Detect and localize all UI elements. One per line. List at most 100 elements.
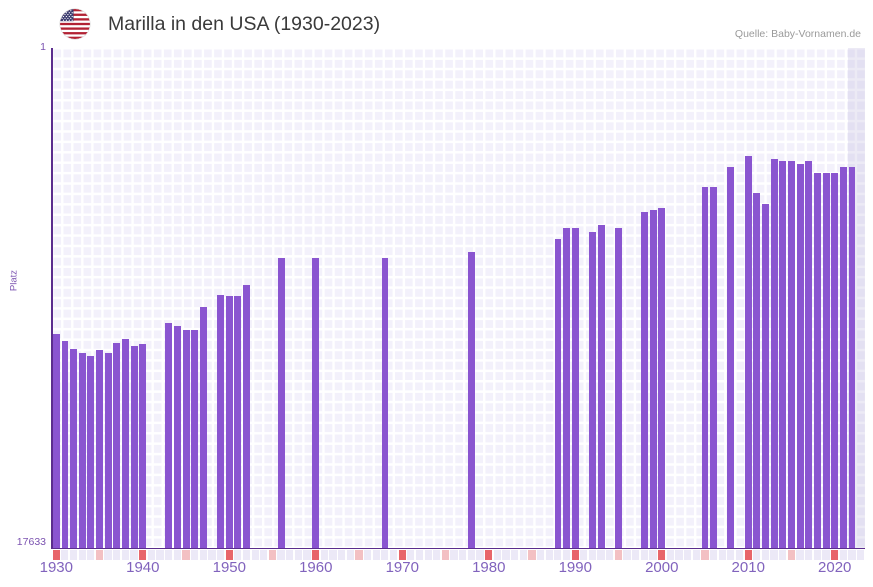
year-marker-1947: [199, 549, 207, 560]
bar-2018[interactable]: [813, 172, 821, 548]
year-marker-1991: [580, 549, 588, 560]
bar-1945[interactable]: [182, 330, 190, 548]
bar-1956[interactable]: [277, 257, 285, 548]
bar-2011[interactable]: [753, 192, 761, 548]
bar-1968[interactable]: [381, 257, 389, 548]
year-marker-2015: [787, 549, 795, 560]
year-marker-1937: [113, 549, 121, 560]
bar-2000[interactable]: [658, 208, 666, 548]
page-title: Marilla in den USA (1930-2023): [108, 13, 381, 35]
year-marker-1952: [242, 549, 251, 560]
bar-1960[interactable]: [312, 257, 320, 548]
bar-1999[interactable]: [649, 209, 657, 548]
year-marker-1958: [294, 549, 302, 560]
y-axis-top-tick-label: 1: [40, 41, 46, 53]
x-axis-line: [52, 547, 865, 550]
year-marker-1990: [571, 549, 579, 560]
year-marker-2020: [831, 549, 839, 560]
bar-1988[interactable]: [554, 239, 562, 548]
year-marker-1965: [355, 549, 363, 560]
year-marker-2014: [779, 549, 787, 560]
year-marker-2006: [709, 549, 718, 560]
year-marker-1974: [433, 549, 441, 560]
bar-2008[interactable]: [727, 167, 735, 548]
year-marker-1998: [640, 549, 648, 560]
year-marker-1936: [104, 549, 112, 560]
bar-2013[interactable]: [770, 158, 778, 548]
bar-1998[interactable]: [640, 212, 648, 548]
bar-2015[interactable]: [788, 161, 795, 548]
bar-1940[interactable]: [139, 344, 147, 548]
year-marker-1977: [459, 549, 467, 560]
chart-plot-area: [52, 48, 865, 548]
bar-1943[interactable]: [165, 323, 173, 548]
bar-1937[interactable]: [113, 342, 121, 548]
bar-1935[interactable]: [96, 349, 104, 548]
bar-2014[interactable]: [779, 161, 787, 548]
bar-1936[interactable]: [104, 352, 112, 548]
bar-2012[interactable]: [762, 203, 769, 548]
bar-2005[interactable]: [701, 186, 709, 548]
bar-1951[interactable]: [234, 296, 242, 548]
year-marker-2012: [761, 549, 770, 560]
year-marker-2007: [718, 549, 726, 560]
bar-1933[interactable]: [78, 352, 86, 548]
year-marker-1951: [234, 549, 242, 560]
bar-1978[interactable]: [468, 252, 475, 548]
year-marker-2005: [701, 549, 709, 560]
year-marker-1956: [277, 549, 285, 560]
year-marker-2022: [848, 549, 856, 560]
x-tick-label-2020: 2020: [818, 559, 852, 576]
bar-1944[interactable]: [173, 325, 181, 548]
bar-1995[interactable]: [615, 228, 622, 548]
bar-2016[interactable]: [796, 164, 804, 548]
bar-1946[interactable]: [191, 330, 199, 548]
bar-1934[interactable]: [87, 355, 95, 548]
bar-1947[interactable]: [199, 307, 207, 548]
bar-2010[interactable]: [744, 155, 752, 548]
bar-1939[interactable]: [130, 345, 138, 548]
year-marker-1983: [510, 549, 519, 560]
bar-2022[interactable]: [848, 167, 856, 548]
year-marker-1967: [372, 549, 380, 560]
bar-2020[interactable]: [831, 172, 839, 548]
x-tick-label-1980: 1980: [472, 559, 506, 576]
year-marker-1994: [606, 549, 614, 560]
year-marker-2021: [839, 549, 847, 560]
x-tick-label-1950: 1950: [212, 559, 246, 576]
year-marker-1955: [268, 549, 277, 560]
bar-1952[interactable]: [243, 284, 251, 548]
year-marker-1941: [147, 549, 155, 560]
year-marker-2017: [805, 549, 813, 560]
bar-2017[interactable]: [805, 161, 813, 548]
year-marker-1993: [597, 549, 605, 560]
bar-1938[interactable]: [122, 338, 129, 548]
year-marker-2004: [692, 549, 700, 560]
year-marker-1954: [260, 549, 268, 560]
x-tick-label-1940: 1940: [126, 559, 160, 576]
y-axis-bottom-tick-label: 17633: [16, 536, 46, 548]
bar-1930[interactable]: [52, 334, 60, 548]
year-marker-2002: [675, 549, 683, 560]
bar-2006[interactable]: [710, 186, 718, 548]
year-marker-1931: [61, 549, 69, 560]
year-marker-1959: [303, 549, 311, 560]
year-marker-1984: [519, 549, 527, 560]
bar-2021[interactable]: [839, 167, 847, 548]
year-marker-1961: [320, 549, 328, 560]
bar-1931[interactable]: [61, 341, 69, 548]
year-marker-1934: [87, 549, 95, 560]
year-marker-1985: [528, 549, 536, 560]
bar-1949[interactable]: [217, 294, 225, 548]
y-axis-line: [51, 48, 53, 549]
bar-1950[interactable]: [225, 296, 233, 548]
bar-1990[interactable]: [571, 228, 579, 548]
bar-1992[interactable]: [589, 232, 596, 548]
year-marker-strip: [52, 549, 865, 560]
bar-1932[interactable]: [70, 348, 78, 548]
bar-1993[interactable]: [597, 225, 605, 548]
year-marker-1962: [329, 549, 337, 560]
year-marker-1945: [182, 549, 190, 560]
bar-1989[interactable]: [563, 228, 571, 548]
bar-2019[interactable]: [822, 172, 830, 548]
